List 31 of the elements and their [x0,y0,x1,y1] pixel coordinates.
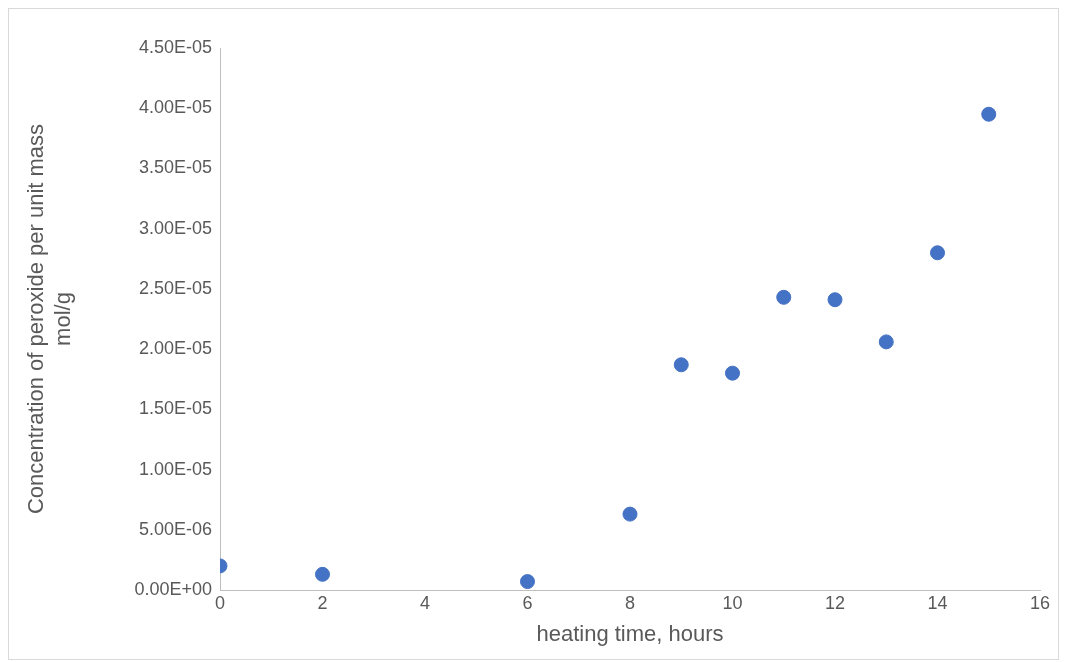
x-tick-label: 0 [214,592,226,613]
y-tick-label: 4.00E-05 [138,97,212,118]
y-tick-label: 3.50E-05 [138,157,212,178]
x-axis-title: heating time, hours [536,620,724,646]
point [622,506,638,522]
x-tick-label: 14 [927,592,948,613]
x-tick-label: 12 [824,592,846,613]
point [981,106,997,122]
y-tick-label: 4.50E-05 [138,36,212,57]
point [520,574,535,590]
point [878,334,894,350]
y-tick-label: 3.00E-05 [138,217,212,238]
point [930,245,945,261]
y-axis-title: Concentration of peroxide per unit mass mol/g [23,123,75,515]
x-tick-label: 16 [1029,592,1051,613]
y-tick-label: 1.00E-05 [138,458,212,479]
y-tick-label: 2.00E-05 [138,338,212,359]
point [725,365,740,381]
x-tick-label: 4 [419,592,431,613]
x-tick-label: 10 [722,592,743,613]
point [315,566,330,582]
point [827,292,843,308]
point [776,289,792,305]
y-tick-label: 0.00E+00 [134,578,212,599]
y-tick-label: 5.00E-06 [138,518,212,539]
x-tick-label: 8 [624,592,636,613]
y-tick-label: 1.50E-05 [138,398,212,419]
point [673,357,689,373]
y-tick-label: 2.50E-05 [138,277,212,298]
x-tick-label: 2 [317,592,328,613]
x-tick-label: 6 [522,592,533,613]
